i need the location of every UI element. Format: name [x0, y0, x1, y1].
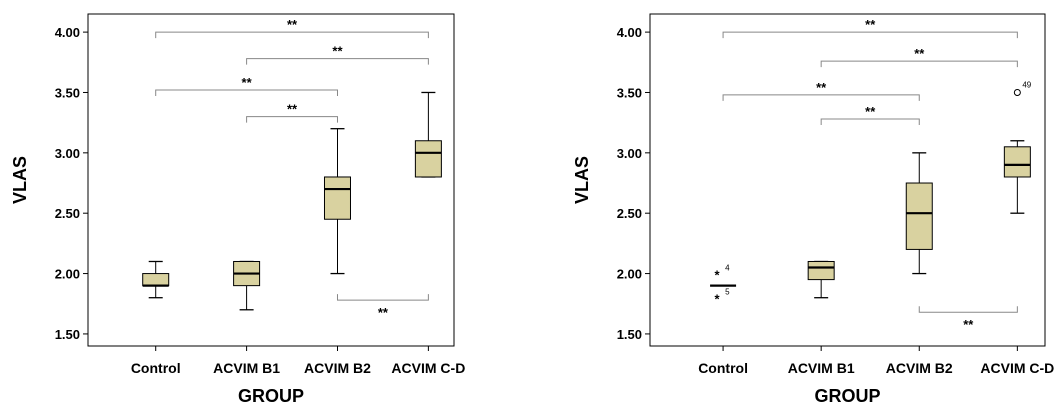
y-axis-title: VLAS: [10, 156, 30, 204]
y-tick-label: 4.00: [617, 25, 642, 40]
x-tick-label: ACVIM B2: [886, 360, 953, 376]
outlier-star: *: [715, 268, 721, 283]
outlier-star: *: [715, 292, 721, 307]
y-tick-label: 2.00: [55, 267, 80, 282]
chart-panel-2: 1.50 2.00 2.50 3.00 3.50 4.00 Control ACVIM B1 A…: [572, 13, 1054, 406]
x-tick-label: ACVIM B1: [788, 360, 855, 376]
significance-label: **: [865, 104, 876, 119]
significance-bracket: [722, 94, 920, 101]
y-axis-title: VLAS: [572, 156, 592, 204]
significance-bracket: [155, 89, 338, 97]
x-tick-label: ACVIM C-D: [391, 360, 465, 376]
x-tick-label: Control: [698, 360, 748, 376]
significance-bracket: [820, 60, 1018, 68]
outlier-circle: [1013, 88, 1021, 96]
y-tick-label: 3.00: [55, 146, 80, 161]
significance-bracket: [336, 294, 429, 301]
box: [807, 260, 835, 281]
box: [142, 273, 170, 287]
y-tick-label: 3.00: [617, 146, 642, 161]
x-tick-label: ACVIM B1: [213, 360, 280, 376]
significance-bracket: [820, 118, 920, 126]
plot-frame: [87, 13, 455, 347]
outlier-label: 5: [725, 288, 730, 297]
significance-label: **: [865, 17, 876, 32]
box: [1003, 146, 1031, 178]
y-tick-label: 3.50: [617, 85, 642, 100]
x-tick-label: Control: [131, 360, 181, 376]
significance-bracket: [246, 116, 338, 123]
significance-label: **: [332, 44, 343, 59]
outlier-label: 49: [1022, 80, 1031, 89]
plot-frame: [649, 13, 1046, 347]
significance-bracket: [155, 31, 429, 39]
x-axis-title: GROUP: [238, 386, 304, 406]
y-tick-label: 3.50: [55, 85, 80, 100]
significance-label: **: [287, 102, 298, 117]
significance-label: **: [816, 80, 827, 95]
y-tick-label: 4.00: [55, 25, 80, 40]
x-tick-label: ACVIM C-D: [980, 360, 1054, 376]
box: [323, 176, 351, 220]
y-tick-label: 2.00: [617, 267, 642, 282]
significance-bracket: [722, 31, 1018, 39]
significance-label: **: [963, 317, 974, 332]
significance-label: **: [242, 75, 253, 90]
y-tick-label: 1.50: [617, 327, 642, 342]
box: [905, 182, 933, 250]
box: [414, 140, 442, 178]
chart-panel-1: 1.50 2.00 2.50 3.00 3.50 4.00 Control ACVIM B1 A…: [10, 13, 465, 406]
significance-label: **: [378, 305, 389, 320]
y-tick-label: 2.50: [55, 206, 80, 221]
y-tick-label: 2.50: [617, 206, 642, 221]
outlier-label: 4: [725, 264, 730, 273]
significance-label: **: [287, 17, 298, 32]
significance-bracket: [246, 58, 429, 65]
significance-label: **: [914, 46, 925, 61]
significance-bracket: [918, 306, 1018, 313]
x-tick-label: ACVIM B2: [304, 360, 371, 376]
x-axis-title: GROUP: [814, 386, 880, 406]
y-tick-label: 1.50: [55, 327, 80, 342]
